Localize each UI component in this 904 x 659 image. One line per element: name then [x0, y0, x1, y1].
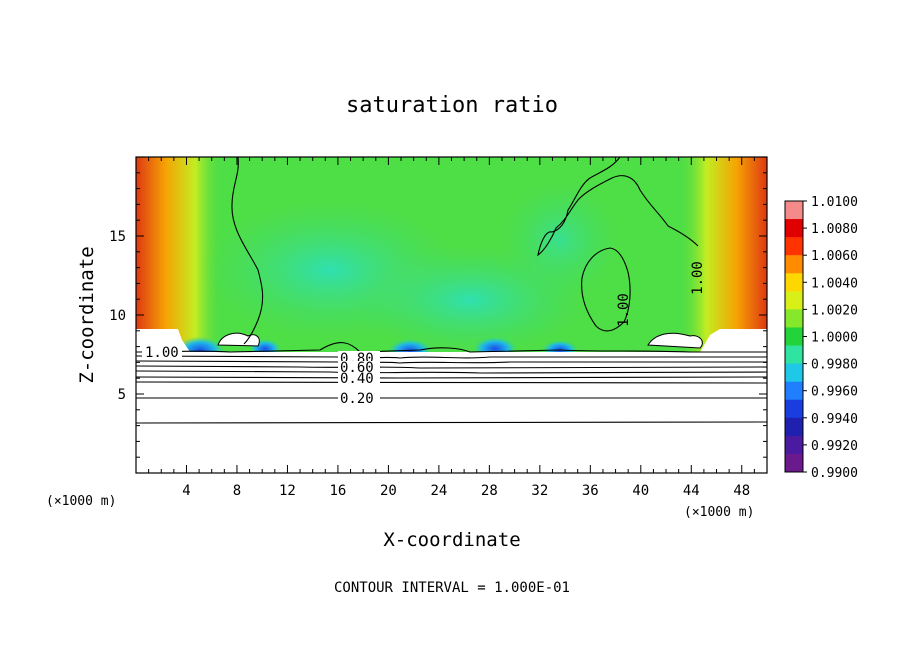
contour-1-00-right — [581, 247, 631, 332]
colorbar-label: 1.0000 — [811, 331, 858, 346]
colorbar-label: 1.0040 — [811, 276, 858, 291]
blue-patch — [473, 332, 517, 356]
colorbar-swatch — [785, 345, 803, 365]
x-tick-label: 12 — [279, 483, 296, 499]
contour-label: 1.00 — [145, 345, 179, 361]
colorbar-swatch — [785, 381, 803, 401]
colorbar-label: 1.0100 — [811, 195, 858, 210]
x-tick-label: 8 — [233, 483, 241, 499]
contour-0-10 — [136, 421, 767, 424]
colorbar-label: 1.0020 — [811, 303, 858, 318]
x-tick-label: 16 — [329, 483, 346, 499]
colorbar-swatch — [785, 255, 803, 274]
contour-label: 1.00 — [616, 293, 632, 327]
x-axis-label: X-coordinate — [383, 529, 520, 551]
stable-layer — [136, 352, 767, 473]
y-tick-label: 15 — [109, 229, 126, 245]
contour-1-00-base — [136, 342, 767, 353]
colorbar-label: 1.0080 — [811, 222, 858, 237]
white-gap-right — [700, 329, 767, 352]
contour-1-00-left — [231, 157, 264, 345]
y-axis-ticks: 5 10 15 — [109, 172, 767, 458]
x-unit-label-right: (×1000 m) — [684, 505, 754, 520]
contour-label: 1.00 — [690, 261, 706, 295]
x-tick-label: 4 — [182, 483, 190, 499]
colorbar-swatch — [785, 291, 803, 310]
contour-label: 0.20 — [340, 391, 374, 407]
x-tick-label: 24 — [430, 483, 447, 499]
contour-0-25 — [136, 381, 767, 384]
contour-0-30 — [136, 376, 767, 379]
colorbar-label: 0.9940 — [811, 412, 858, 427]
colorbar-label: 0.9960 — [811, 385, 858, 400]
x-tick-label: 28 — [481, 483, 498, 499]
colorbar-swatch — [785, 453, 803, 473]
x-unit-label-left: (×1000 m) — [46, 494, 116, 509]
x-tick-label: 40 — [632, 483, 649, 499]
colorbar-swatch — [785, 273, 803, 292]
colorbar-label: 0.9980 — [811, 358, 858, 373]
x-tick-label: 32 — [531, 483, 548, 499]
contour-label: 0.40 — [340, 371, 374, 387]
x-tick-label: 36 — [582, 483, 599, 499]
contour-0-40 — [136, 370, 767, 374]
contour-interval-note: CONTOUR INTERVAL = 1.000E-01 — [334, 580, 570, 596]
cloud-hole — [647, 332, 703, 349]
colorbar-swatch — [785, 327, 803, 347]
colorbar-swatch — [785, 219, 803, 238]
x-tick-label: 44 — [683, 483, 700, 499]
x-tick-label: 20 — [380, 483, 397, 499]
colorbar-swatch — [785, 309, 803, 328]
contour-lines — [136, 157, 767, 424]
cyan-region — [500, 180, 620, 300]
contour-1-00-center — [537, 157, 699, 257]
colorbar-swatch — [785, 237, 803, 256]
colorbar-label: 0.9920 — [811, 439, 858, 454]
colorbar-swatch — [785, 201, 803, 220]
chart-title: saturation ratio — [346, 93, 558, 118]
colorbar-label: 1.0060 — [811, 249, 858, 264]
y-axis-label: Z-coordinate — [76, 246, 98, 383]
colorbar-swatch — [785, 417, 803, 437]
heatmap-field — [136, 157, 767, 473]
y-tick-label: 5 — [118, 387, 126, 403]
cloud-hole — [217, 332, 260, 347]
colorbar: 1.0100 1.0080 1.0060 1.0040 1.0020 1.0000 0.99… — [784, 195, 858, 481]
colorbar-swatch — [785, 435, 803, 455]
colorbar-swatch — [785, 399, 803, 419]
colorbar-label: 0.9900 — [811, 466, 858, 481]
colorbar-swatch — [785, 363, 803, 383]
y-tick-label: 10 — [109, 308, 126, 324]
warm-region-left — [136, 157, 221, 352]
warm-region-right — [680, 157, 767, 352]
contour-labels: 1.00 1.00 1.00 0.80 0.60 0.40 0.20 — [142, 261, 706, 407]
x-tick-label: 48 — [733, 483, 750, 499]
x-axis-ticks: 4 8 12 16 20 24 28 32 36 40 44 48 — [148, 157, 755, 499]
blue-patch — [542, 336, 578, 356]
